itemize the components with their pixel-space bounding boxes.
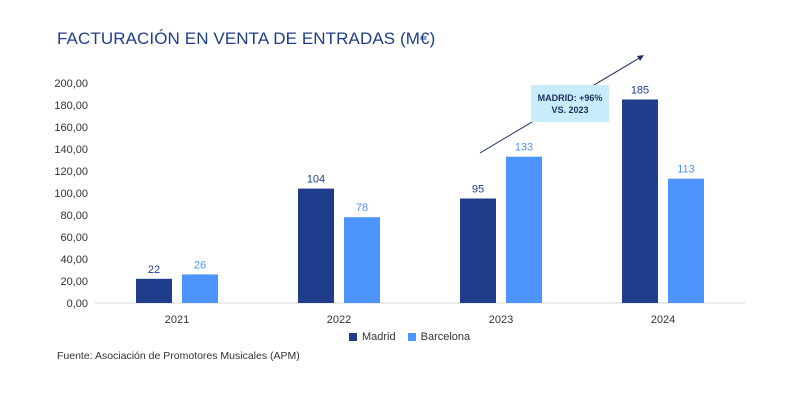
bar-barcelona [668, 178, 704, 303]
y-tick-label: 20,00 [60, 276, 88, 288]
bars [136, 99, 704, 303]
data-label-barcelona: 113 [677, 164, 695, 176]
data-label-barcelona: 26 [194, 259, 206, 271]
y-tick-label: 40,00 [60, 254, 88, 266]
legend: Madrid Barcelona [349, 331, 476, 343]
x-axis: 2021 2022 2023 2024 [165, 314, 675, 326]
legend-label-barcelona: Barcelona [420, 331, 471, 343]
y-tick-label: 180,00 [54, 100, 88, 112]
x-tick-label: 2023 [489, 314, 513, 326]
bar-madrid [136, 278, 172, 303]
source-note: Fuente: Asociación de Promotores Musical… [57, 350, 300, 362]
y-tick-label: 80,00 [60, 210, 88, 222]
data-labels: 22 104 95 185 26 78 133 113 [148, 85, 695, 276]
data-label-madrid: 22 [148, 264, 160, 276]
bar-madrid [460, 198, 496, 303]
growth-callout: MADRID: +96% VS. 2023 [531, 85, 609, 122]
data-label-barcelona: 78 [356, 202, 368, 214]
y-tick-label: 200,00 [54, 78, 88, 90]
bar-barcelona [506, 156, 542, 303]
data-label-barcelona: 133 [515, 142, 533, 154]
data-label-madrid: 95 [472, 184, 484, 196]
y-tick-label: 60,00 [60, 232, 88, 244]
y-tick-label: 100,00 [54, 188, 88, 200]
y-tick-label: 120,00 [54, 166, 88, 178]
bar-barcelona [344, 217, 380, 303]
legend-item-barcelona: Barcelona [407, 331, 471, 343]
x-tick-label: 2022 [327, 314, 351, 326]
chart-title: FACTURACIÓN EN VENTA DE ENTRADAS (M€) [57, 29, 436, 48]
legend-item-madrid: Madrid [349, 331, 396, 343]
legend-label-madrid: Madrid [362, 331, 396, 343]
bar-madrid [298, 188, 334, 303]
x-tick-label: 2024 [651, 314, 675, 326]
bar-barcelona [182, 274, 218, 303]
y-tick-label: 160,00 [54, 122, 88, 134]
callout-line-2: VS. 2023 [551, 104, 589, 115]
y-axis: 0,00 20,00 40,00 60,00 80,00 100,00 120,00 140,… [54, 78, 88, 310]
callout-line-1: MADRID: +96% [537, 92, 603, 103]
y-tick-label: 0,00 [67, 298, 88, 310]
legend-swatch-madrid [349, 333, 357, 341]
x-tick-label: 2021 [165, 314, 189, 326]
trend-arrow-head [637, 55, 644, 61]
legend-swatch-barcelona [407, 333, 416, 341]
bar-madrid [622, 99, 658, 303]
y-tick-label: 140,00 [54, 144, 88, 156]
data-label-madrid: 104 [307, 174, 325, 186]
data-label-madrid: 185 [631, 85, 649, 97]
